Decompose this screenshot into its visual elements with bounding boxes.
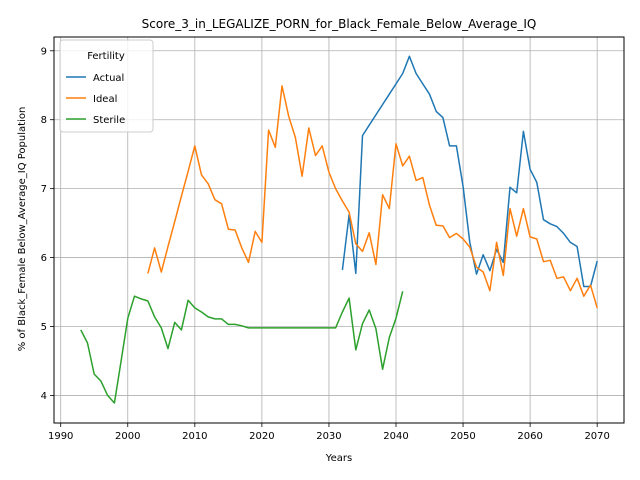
x-tick-label: 1990 xyxy=(48,431,73,442)
y-tick-label: 9 xyxy=(41,46,47,57)
x-tick-label: 2070 xyxy=(584,431,609,442)
y-tick-label: 7 xyxy=(41,184,47,195)
x-tick-label: 2030 xyxy=(316,431,341,442)
grid-lines xyxy=(54,37,624,423)
legend-label-ideal: Ideal xyxy=(93,94,117,105)
x-tick-label: 2010 xyxy=(182,431,207,442)
x-tick-label: 2000 xyxy=(115,431,140,442)
legend-label-actual: Actual xyxy=(93,73,124,84)
y-tick-label: 4 xyxy=(41,391,47,402)
axis-ticks: 1990 2000 2010 2020 2030 2040 2050 2060 2070 4 5 6 7… xyxy=(41,46,610,442)
legend-box xyxy=(59,39,154,133)
x-tick-label: 2050 xyxy=(450,431,475,442)
x-tick-label: 2060 xyxy=(517,431,542,442)
legend-items: Actual Ideal Sterile xyxy=(66,73,125,126)
y-tick-label: 6 xyxy=(41,253,47,264)
legend-title: Fertility xyxy=(87,51,125,62)
x-axis-label: Years xyxy=(325,453,352,464)
plot-area-frame xyxy=(53,36,625,424)
legend: Fertility Actual Ideal Sterile xyxy=(59,39,154,133)
y-tick-label: 5 xyxy=(41,322,47,333)
series-line-actual xyxy=(341,55,598,288)
y-axis-label: % of Black_Female Below_Average_IQ Popul… xyxy=(17,107,28,352)
chart-title: Score_3_in_LEGALIZE_PORN_for_Black_Femal… xyxy=(142,17,537,31)
series-lines xyxy=(80,55,598,404)
series-line-sterile xyxy=(80,291,404,404)
y-tick-label: 8 xyxy=(41,115,47,126)
x-tick-label: 2020 xyxy=(249,431,274,442)
series-line-ideal xyxy=(147,85,598,309)
legend-label-sterile: Sterile xyxy=(93,115,125,126)
x-tick-label: 2040 xyxy=(383,431,408,442)
